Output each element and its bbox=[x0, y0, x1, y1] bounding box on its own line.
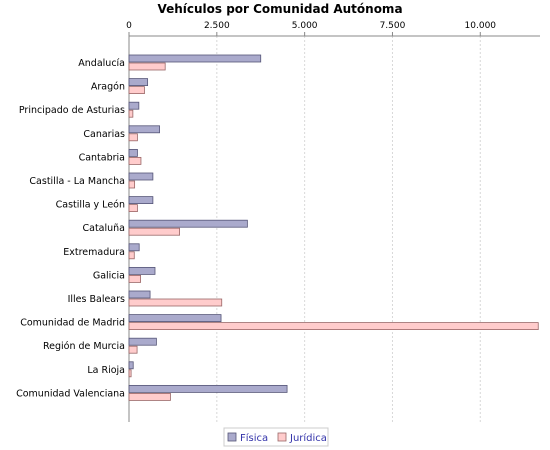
category-label: Andalucía bbox=[78, 58, 125, 69]
bar-juridica bbox=[128, 109, 134, 118]
bar-fisica bbox=[128, 290, 151, 299]
bar-juridica bbox=[128, 227, 180, 236]
category-label: La Rioja bbox=[87, 365, 125, 376]
category-label: Comunidad de Madrid bbox=[20, 318, 125, 329]
bar-fisica bbox=[128, 196, 154, 205]
legend-box bbox=[223, 427, 329, 447]
bar-fisica bbox=[128, 125, 160, 134]
bar-juridica bbox=[128, 274, 141, 283]
bar-juridica bbox=[128, 204, 138, 213]
category-label: Cantabria bbox=[79, 152, 125, 163]
bar-juridica bbox=[128, 156, 142, 165]
x-tick-label: 0 bbox=[126, 21, 132, 31]
bar-juridica bbox=[128, 251, 135, 260]
bar-juridica bbox=[128, 345, 138, 354]
bar-fisica bbox=[128, 101, 140, 110]
bar-fisica bbox=[128, 384, 288, 393]
bar-juridica bbox=[128, 392, 171, 401]
category-label: Cataluña bbox=[82, 223, 125, 234]
legend: Física Jurídica bbox=[223, 427, 329, 447]
legend-swatch bbox=[277, 432, 287, 442]
category-label: Galicia bbox=[93, 270, 125, 281]
chart-title: Vehículos por Comunidad Autónoma bbox=[157, 2, 402, 16]
bar-juridica bbox=[128, 322, 539, 331]
category-label: Castilla y León bbox=[56, 200, 125, 211]
bar-juridica bbox=[128, 298, 223, 307]
bar-juridica bbox=[128, 133, 138, 142]
axes bbox=[128, 35, 540, 422]
category-label: Comunidad Valenciana bbox=[16, 388, 125, 399]
bar-fisica bbox=[128, 172, 154, 181]
legend-swatch bbox=[227, 432, 237, 442]
bar-juridica bbox=[128, 62, 166, 71]
bar-fisica bbox=[128, 337, 157, 346]
bar-fisica bbox=[128, 314, 222, 323]
category-label: Principado de Asturias bbox=[19, 105, 125, 116]
bar-juridica bbox=[128, 369, 132, 378]
x-axis-ticks: 0 2.500 5.000 7.500 10.000 bbox=[126, 21, 496, 36]
bar-fisica bbox=[128, 219, 248, 228]
bar-juridica bbox=[128, 180, 136, 189]
category-label: Aragón bbox=[91, 82, 125, 93]
bar-fisica bbox=[128, 361, 134, 370]
category-label: Castilla - La Mancha bbox=[29, 176, 125, 187]
category-labels: Andalucía Aragón Principado de Asturias Can… bbox=[16, 58, 125, 399]
grid bbox=[216, 36, 481, 422]
x-tick-label: 7.500 bbox=[380, 21, 406, 31]
bar-fisica bbox=[128, 243, 140, 252]
legend-label: Jurídica bbox=[289, 432, 327, 444]
bars bbox=[128, 54, 539, 401]
legend-label: Física bbox=[240, 432, 268, 444]
x-tick-label: 5.000 bbox=[292, 21, 318, 31]
category-label: Región de Murcia bbox=[43, 341, 125, 352]
bar-juridica bbox=[128, 86, 145, 94]
category-label: Extremadura bbox=[63, 247, 125, 258]
category-label: Canarias bbox=[83, 129, 125, 140]
bar-fisica bbox=[128, 148, 138, 157]
x-tick-label: 10.000 bbox=[465, 21, 497, 31]
x-tick-label: 2.500 bbox=[204, 21, 230, 31]
bar-fisica bbox=[128, 266, 156, 275]
bar-fisica bbox=[128, 78, 149, 86]
bar-fisica bbox=[128, 54, 262, 63]
category-label: Illes Balears bbox=[68, 294, 125, 305]
